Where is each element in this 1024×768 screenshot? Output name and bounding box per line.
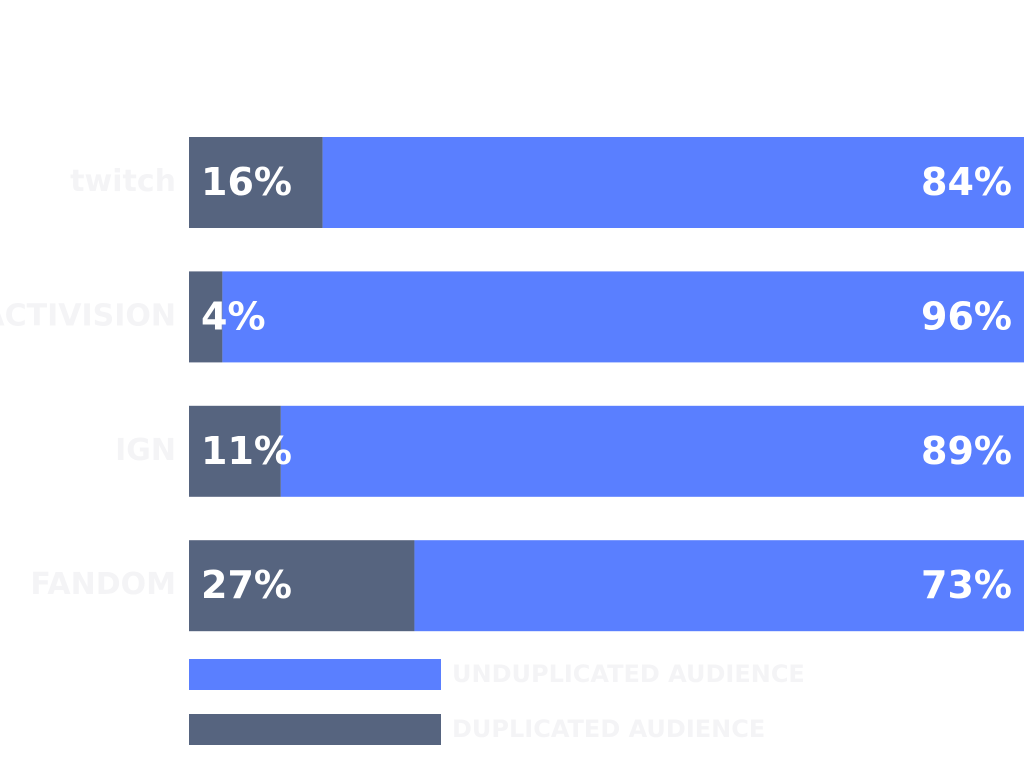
data-label: 89%: [921, 429, 1012, 473]
data-label: 84%: [921, 160, 1012, 204]
category-label: ACTIVISION: [0, 298, 176, 333]
bar-segment: [189, 271, 223, 363]
legend-swatch: [189, 659, 441, 690]
legend-label: DUPLICATED AUDIENCE: [452, 715, 765, 743]
data-label: 4%: [201, 294, 266, 338]
legend-swatch: [189, 714, 441, 745]
data-label: 73%: [921, 563, 1012, 607]
bar-segment: [189, 540, 415, 632]
data-label: 27%: [201, 563, 292, 607]
bar-segment: [222, 271, 1024, 363]
bar-segment: [189, 405, 281, 497]
bar-segment: [280, 405, 1024, 497]
data-label: 11%: [201, 429, 292, 473]
category-label: twitch: [70, 164, 176, 199]
bar-segment: [189, 137, 323, 228]
category-label: FANDOM: [30, 567, 176, 602]
legend-label: UNDUPLICATED AUDIENCE: [452, 660, 805, 688]
bar-segment: [322, 137, 1024, 228]
data-label: 16%: [201, 160, 292, 204]
bar-segment: [414, 540, 1024, 632]
data-label: 96%: [921, 294, 1012, 338]
category-label: IGN: [115, 433, 176, 468]
